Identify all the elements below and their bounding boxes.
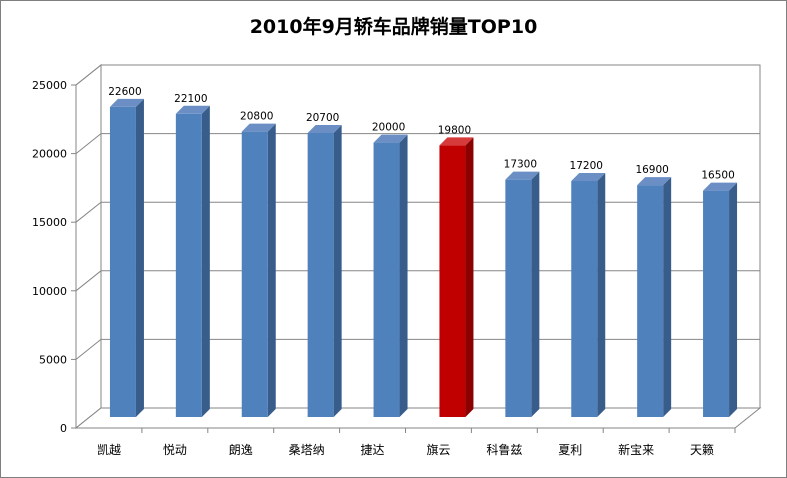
bar-2	[175, 105, 210, 418]
bar-side	[663, 177, 672, 417]
category-label: 捷达	[361, 443, 385, 457]
bar-6	[439, 137, 474, 417]
bar-front	[703, 190, 730, 417]
bar-side	[333, 124, 342, 417]
category-label: 旗云	[426, 442, 450, 457]
bar-top	[703, 182, 738, 191]
bar-8	[571, 173, 606, 417]
bar-3	[241, 123, 276, 418]
bar-side	[201, 105, 210, 418]
gridline	[75, 270, 760, 292]
bar-layer	[109, 98, 738, 418]
category-label: 天籁	[690, 442, 714, 457]
category-label: 科鲁兹	[486, 443, 522, 457]
bar-side	[267, 123, 276, 418]
data-label: 20000	[372, 122, 405, 134]
bar-9	[637, 177, 672, 417]
bar-top	[439, 137, 474, 146]
gridline	[75, 64, 760, 86]
bar-front	[571, 181, 598, 417]
data-label: 17200	[570, 160, 603, 172]
bar-front	[637, 185, 664, 417]
bar-top	[307, 124, 342, 133]
bar-5	[373, 134, 408, 417]
y-tick-label: 15000	[32, 216, 67, 229]
gridline	[75, 201, 760, 223]
data-label: 22100	[174, 93, 207, 105]
bar-side	[399, 134, 408, 417]
chart-title: 2010年9月轿车品牌销量TOP10	[249, 16, 538, 38]
data-label: 20700	[306, 112, 339, 124]
side-wall	[75, 63, 102, 430]
data-label: 22600	[108, 86, 141, 98]
data-label: 16500	[701, 170, 734, 182]
category-label: 朗逸	[229, 443, 253, 457]
gridline	[75, 338, 760, 360]
bar-top	[505, 171, 540, 180]
category-label: 桑塔纳	[289, 443, 325, 457]
bar-top	[241, 123, 276, 132]
bar-front	[439, 145, 466, 417]
bar-front	[505, 179, 532, 417]
bar-front	[109, 106, 136, 417]
y-tick-label: 0	[60, 422, 67, 435]
bar-side	[465, 137, 474, 417]
data-label: 19800	[438, 124, 471, 136]
y-tick-label: 5000	[39, 353, 67, 366]
axis-layer	[71, 84, 736, 433]
bar-top	[175, 105, 210, 114]
bar-front	[241, 131, 268, 417]
bar-side	[531, 171, 540, 417]
bar-top	[373, 134, 408, 143]
bar-top	[637, 177, 672, 186]
bar-1	[109, 98, 144, 417]
category-label: 悦动	[163, 443, 187, 457]
bar-side	[135, 98, 144, 417]
y-tick-label: 20000	[32, 148, 67, 161]
category-label: 新宝来	[618, 442, 654, 457]
bar-side	[729, 182, 738, 417]
bar-front	[307, 132, 334, 417]
label-layer: 0 5000 10000 15000 20000 25000 22600 凯越 22100 悦动 2…	[32, 79, 735, 457]
data-label: 20800	[240, 111, 273, 123]
bar-4	[307, 124, 342, 417]
bar-7	[505, 171, 540, 417]
bar-10	[703, 182, 738, 417]
bar-front	[373, 142, 400, 417]
bar-front	[175, 113, 202, 418]
bar-top	[571, 173, 606, 182]
bar-top	[109, 98, 144, 107]
data-label: 16900	[635, 164, 668, 176]
gridline	[75, 133, 760, 154]
data-label: 17300	[504, 159, 537, 171]
bar-side	[597, 173, 606, 417]
y-tick-label: 25000	[32, 79, 67, 92]
category-label: 凯越	[97, 443, 121, 457]
category-label: 夏利	[558, 443, 582, 457]
y-tick-label: 10000	[32, 285, 67, 298]
